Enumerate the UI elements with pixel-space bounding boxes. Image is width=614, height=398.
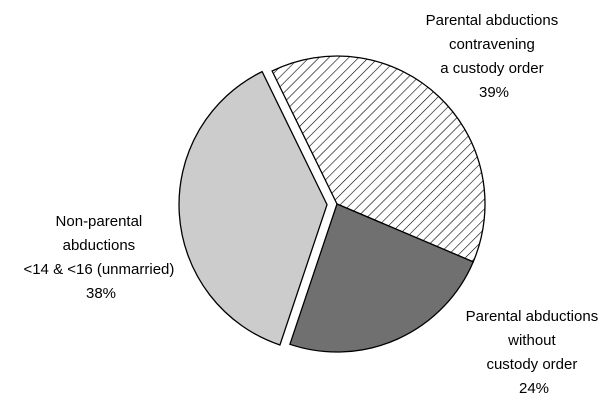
label-line: without — [507, 332, 556, 349]
label-parental-without-order: Parental abductions without custody orde… — [466, 308, 603, 397]
label-line: a custody order — [440, 60, 543, 77]
label-percent: 24% — [519, 380, 549, 397]
label-percent: 39% — [479, 84, 509, 101]
label-line: Parental abductions — [466, 308, 599, 325]
pie-slice — [178, 70, 328, 346]
label-non-parental: Non-parental abductions <14 & <16 (unmar… — [23, 213, 178, 302]
label-line: Parental abductions — [426, 12, 559, 29]
label-percent: 38% — [86, 285, 116, 302]
pie-slice — [271, 55, 486, 263]
slices-group — [178, 55, 486, 353]
label-line: custody order — [486, 356, 577, 373]
pie-slice — [289, 203, 475, 353]
label-line: Non-parental — [56, 213, 143, 230]
label-line: contravening — [449, 36, 535, 53]
label-line: abductions — [63, 237, 136, 254]
label-parental-contravening: Parental abductions contravening a custo… — [426, 12, 563, 101]
label-line: <14 & <16 (unmarried) — [23, 261, 174, 278]
